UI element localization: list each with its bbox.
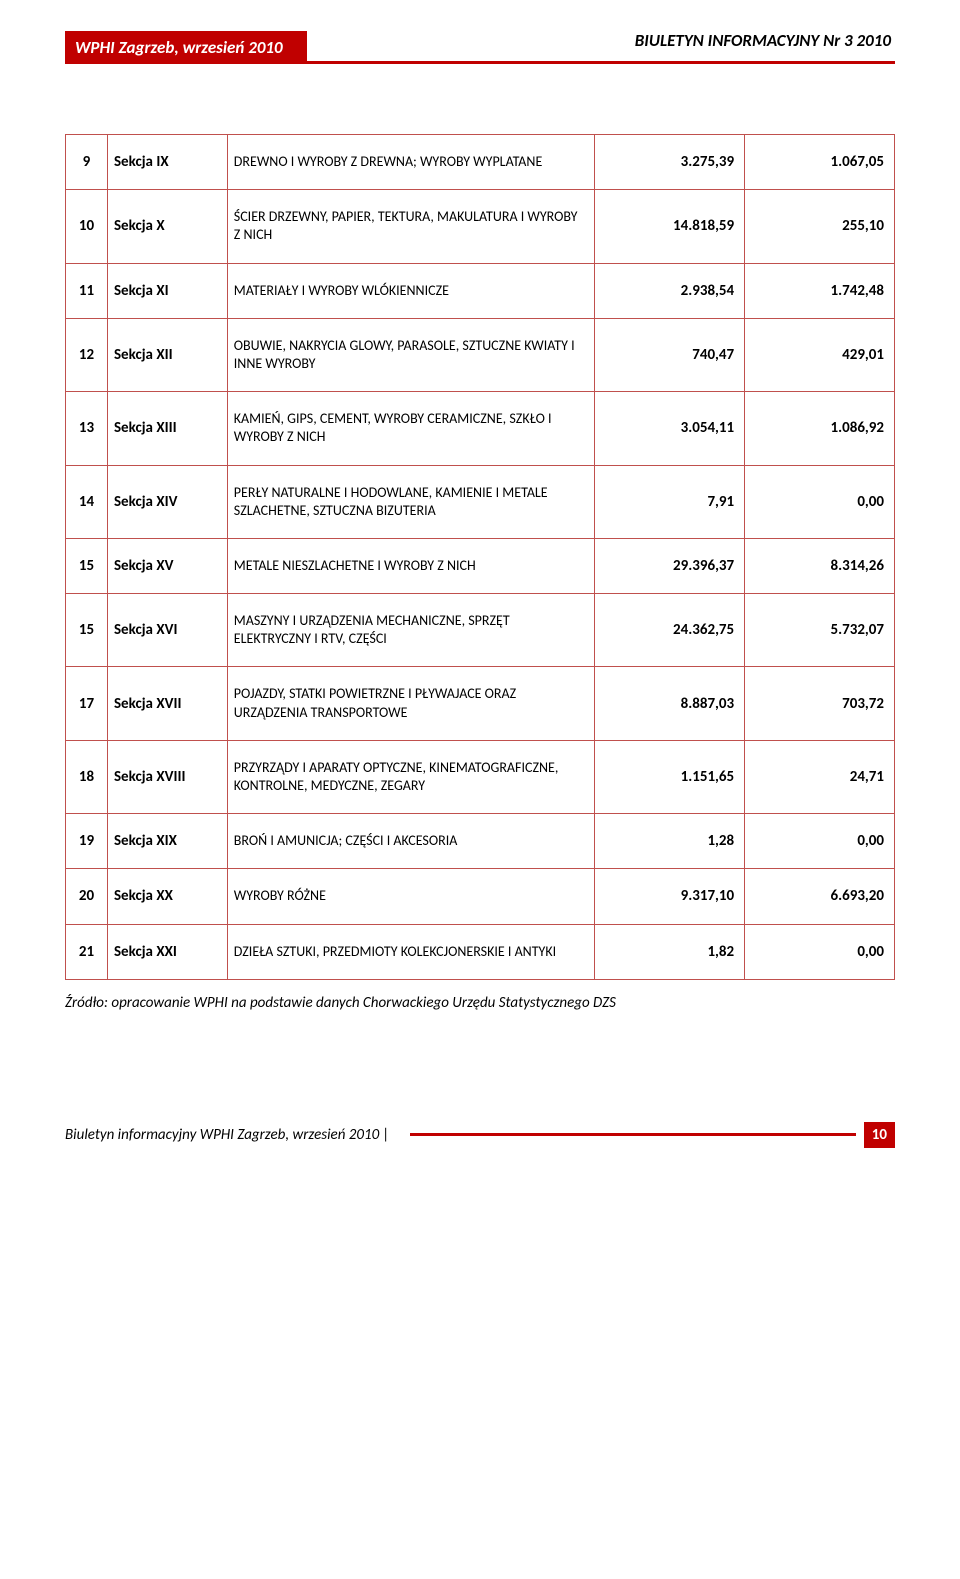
row-value-2: 255,10 (745, 190, 895, 263)
row-value-1: 24.362,75 (595, 594, 745, 667)
row-number: 18 (66, 740, 108, 813)
row-section: Sekcja XIX (107, 814, 227, 869)
row-number: 11 (66, 263, 108, 318)
table-row: 15Sekcja XVMETALE NIESZLACHETNE I WYROBY… (66, 538, 895, 593)
row-value-2: 1.086,92 (745, 392, 895, 465)
row-description: DZIEŁA SZTUKI, PRZEDMIOTY KOLEKCJONERSKI… (227, 924, 595, 979)
row-value-1: 2.938,54 (595, 263, 745, 318)
row-number: 15 (66, 538, 108, 593)
table-row: 9Sekcja IXDREWNO I WYROBY Z DREWNA; WYRO… (66, 135, 895, 190)
document-page: WPHI Zagrzeb, wrzesień 2010 BIULETYN INF… (0, 0, 960, 1168)
row-description: PERŁY NATURALNE I HODOWLANE, KAMIENIE I … (227, 465, 595, 538)
row-section: Sekcja IX (107, 135, 227, 190)
row-number: 19 (66, 814, 108, 869)
row-value-2: 1.742,48 (745, 263, 895, 318)
footer-page-number: 10 (864, 1122, 895, 1148)
table-row: 11Sekcja XIMATERIAŁY I WYROBY WLÓKIENNIC… (66, 263, 895, 318)
row-number: 10 (66, 190, 108, 263)
row-description: METALE NIESZLACHETNE I WYROBY Z NICH (227, 538, 595, 593)
row-value-1: 3.275,39 (595, 135, 745, 190)
row-section: Sekcja XVII (107, 667, 227, 740)
table-row: 10Sekcja XŚCIER DRZEWNY, PAPIER, TEKTURA… (66, 190, 895, 263)
row-value-2: 6.693,20 (745, 869, 895, 924)
row-value-2: 24,71 (745, 740, 895, 813)
row-number: 13 (66, 392, 108, 465)
header-left-badge: WPHI Zagrzeb, wrzesień 2010 (65, 31, 307, 64)
row-value-1: 740,47 (595, 318, 745, 391)
row-description: KAMIEŃ, GIPS, CEMENT, WYROBY CERAMICZNE,… (227, 392, 595, 465)
row-description: PRZYRZĄDY I APARATY OPTYCZNE, KINEMATOGR… (227, 740, 595, 813)
row-value-2: 5.732,07 (745, 594, 895, 667)
row-value-1: 9.317,10 (595, 869, 745, 924)
row-number: 20 (66, 869, 108, 924)
row-number: 9 (66, 135, 108, 190)
footer-text: Biuletyn informacyjny WPHI Zagrzeb, wrze… (65, 1126, 390, 1144)
row-description: OBUWIE, NAKRYCIA GLOWY, PARASOLE, SZTUCZ… (227, 318, 595, 391)
row-section: Sekcja XV (107, 538, 227, 593)
row-number: 12 (66, 318, 108, 391)
row-section: Sekcja XVI (107, 594, 227, 667)
row-section: Sekcja XIV (107, 465, 227, 538)
table-row: 21Sekcja XXIDZIEŁA SZTUKI, PRZEDMIOTY KO… (66, 924, 895, 979)
row-section: Sekcja XI (107, 263, 227, 318)
table-row: 12Sekcja XIIOBUWIE, NAKRYCIA GLOWY, PARA… (66, 318, 895, 391)
row-section: Sekcja XII (107, 318, 227, 391)
row-value-2: 429,01 (745, 318, 895, 391)
row-description: MASZYNY I URZĄDZENIA MECHANICZNE, SPRZĘT… (227, 594, 595, 667)
row-value-1: 1,82 (595, 924, 745, 979)
row-description: MATERIAŁY I WYROBY WLÓKIENNICZE (227, 263, 595, 318)
table-row: 20Sekcja XXWYROBY RÓŻNE9.317,106.693,20 (66, 869, 895, 924)
row-value-2: 0,00 (745, 465, 895, 538)
row-value-2: 0,00 (745, 814, 895, 869)
header-band: WPHI Zagrzeb, wrzesień 2010 BIULETYN INF… (65, 30, 895, 64)
sections-table: 9Sekcja IXDREWNO I WYROBY Z DREWNA; WYRO… (65, 134, 895, 980)
source-note: Źródło: opracowanie WPHI na podstawie da… (65, 994, 895, 1012)
row-section: Sekcja XIII (107, 392, 227, 465)
row-number: 21 (66, 924, 108, 979)
row-value-2: 8.314,26 (745, 538, 895, 593)
row-value-2: 703,72 (745, 667, 895, 740)
row-description: BROŃ I AMUNICJA; CZĘŚCI I AKCESORIA (227, 814, 595, 869)
table-row: 17Sekcja XVIIPOJAZDY, STATKI POWIETRZNE … (66, 667, 895, 740)
footer-line-wrap: 10 (390, 1122, 895, 1148)
table-row: 13Sekcja XIIIKAMIEŃ, GIPS, CEMENT, WYROB… (66, 392, 895, 465)
header-title: BIULETYN INFORMACYJNY Nr 3 2010 (307, 30, 895, 64)
row-value-1: 3.054,11 (595, 392, 745, 465)
footer-line (410, 1133, 856, 1136)
row-number: 14 (66, 465, 108, 538)
table-row: 18Sekcja XVIIIPRZYRZĄDY I APARATY OPTYCZ… (66, 740, 895, 813)
row-description: POJAZDY, STATKI POWIETRZNE I PŁYWAJACE O… (227, 667, 595, 740)
row-value-1: 7,91 (595, 465, 745, 538)
row-value-1: 29.396,37 (595, 538, 745, 593)
footer: Biuletyn informacyjny WPHI Zagrzeb, wrze… (65, 1122, 895, 1148)
row-value-1: 8.887,03 (595, 667, 745, 740)
row-section: Sekcja XVIII (107, 740, 227, 813)
row-description: ŚCIER DRZEWNY, PAPIER, TEKTURA, MAKULATU… (227, 190, 595, 263)
row-value-2: 0,00 (745, 924, 895, 979)
row-value-2: 1.067,05 (745, 135, 895, 190)
row-value-1: 1.151,65 (595, 740, 745, 813)
row-description: DREWNO I WYROBY Z DREWNA; WYROBY WYPLATA… (227, 135, 595, 190)
row-section: Sekcja X (107, 190, 227, 263)
row-value-1: 14.818,59 (595, 190, 745, 263)
table-row: 15Sekcja XVIMASZYNY I URZĄDZENIA MECHANI… (66, 594, 895, 667)
row-section: Sekcja XXI (107, 924, 227, 979)
row-value-1: 1,28 (595, 814, 745, 869)
row-section: Sekcja XX (107, 869, 227, 924)
row-description: WYROBY RÓŻNE (227, 869, 595, 924)
row-number: 15 (66, 594, 108, 667)
table-row: 19Sekcja XIXBROŃ I AMUNICJA; CZĘŚCI I AK… (66, 814, 895, 869)
row-number: 17 (66, 667, 108, 740)
table-row: 14Sekcja XIVPERŁY NATURALNE I HODOWLANE,… (66, 465, 895, 538)
